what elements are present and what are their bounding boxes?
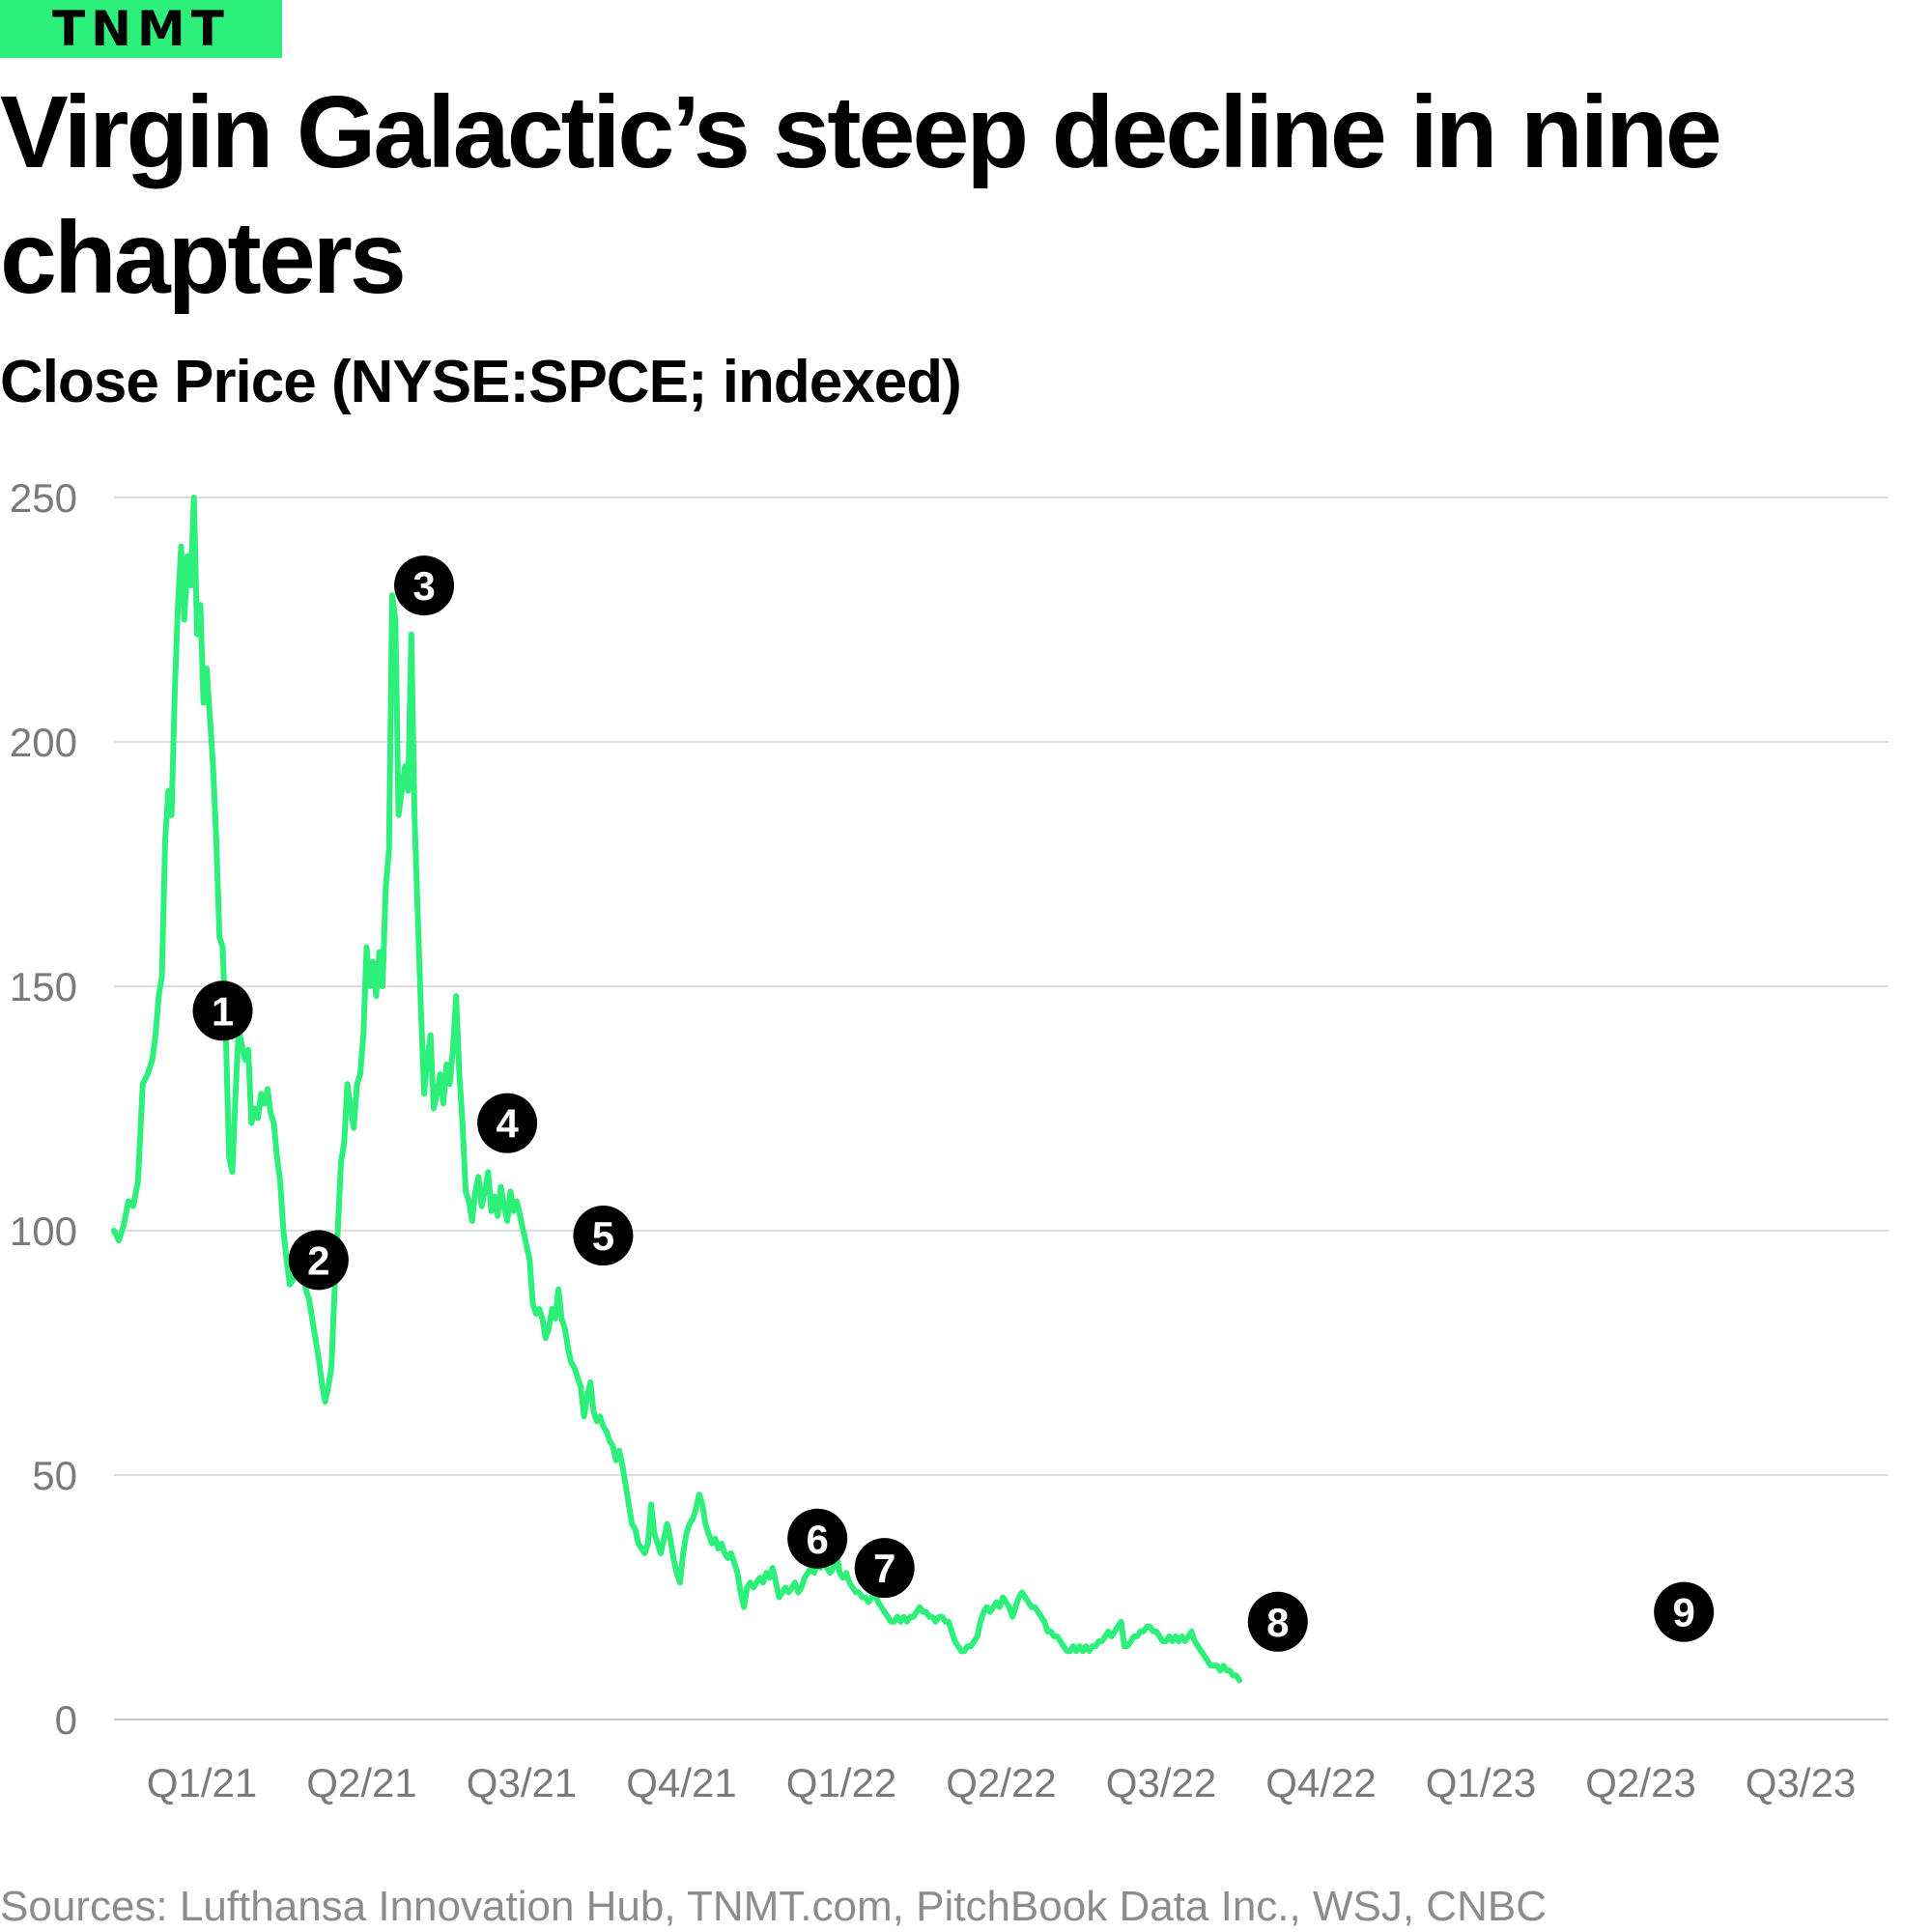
chapter-marker-3: 3 — [394, 555, 455, 616]
y-tick-label: 250 — [10, 475, 77, 521]
chapter-marker-label: 2 — [307, 1237, 329, 1283]
source-note: Sources: Lufthansa Innovation Hub, TNMT.… — [0, 1883, 1547, 1930]
chapter-marker-label: 5 — [592, 1213, 614, 1259]
x-tick-label: Q4/21 — [626, 1760, 736, 1805]
chapter-marker-circle — [192, 980, 253, 1041]
y-tick-label: 50 — [32, 1453, 77, 1498]
chapter-marker-circle — [787, 1508, 848, 1569]
chapter-marker-circle — [394, 555, 455, 616]
x-tick-label: Q2/23 — [1585, 1760, 1695, 1805]
x-tick-label: Q3/23 — [1746, 1760, 1856, 1805]
chapter-marker-4: 4 — [477, 1093, 538, 1153]
chapter-marker-2: 2 — [288, 1230, 349, 1291]
chapter-markers: 1 2 3 4 5 67 8 9 — [192, 555, 1715, 1652]
chart-subtitle: Close Price (NYSE:SPCE; indexed) — [0, 349, 962, 415]
x-tick-label: Q1/21 — [147, 1760, 257, 1805]
chapter-marker-6: 6 — [787, 1508, 848, 1569]
y-tick-label: 0 — [55, 1697, 77, 1743]
chapter-marker-7: 7 — [854, 1538, 915, 1599]
chapter-marker-circle — [288, 1230, 349, 1291]
x-tick-label: Q3/22 — [1106, 1760, 1216, 1805]
x-tick-label: Q3/21 — [467, 1760, 577, 1805]
y-tick-label: 100 — [10, 1208, 77, 1254]
y-axis-ticks: 0 50 100 150 200 250 — [10, 475, 77, 1743]
x-tick-label: Q4/22 — [1265, 1760, 1376, 1805]
x-tick-label: Q2/21 — [306, 1760, 416, 1805]
x-tick-label: Q1/23 — [1426, 1760, 1536, 1805]
chapter-marker-circle — [1247, 1591, 1308, 1652]
chapter-marker-label: 3 — [412, 563, 435, 609]
chapter-marker-label: 6 — [807, 1517, 829, 1562]
chapter-marker-label: 7 — [873, 1546, 895, 1591]
chapter-marker-5: 5 — [573, 1206, 634, 1266]
y-tick-label: 200 — [10, 720, 77, 765]
series-lines — [111, 495, 1243, 1684]
chapter-marker-label: 1 — [212, 988, 234, 1034]
chapter-marker-9: 9 — [1654, 1581, 1715, 1642]
chapter-marker-8: 8 — [1247, 1591, 1308, 1652]
chapter-marker-circle — [854, 1538, 915, 1599]
brand-logo: TNMT — [0, 0, 282, 58]
gridlines — [114, 497, 1889, 1720]
chapter-marker-circle — [573, 1206, 634, 1266]
chapter-marker-1: 1 — [192, 980, 253, 1041]
chapter-marker-label: 4 — [496, 1101, 519, 1147]
chapter-marker-circle — [477, 1093, 538, 1153]
chapter-marker-circle — [1654, 1581, 1715, 1642]
y-tick-label: 150 — [10, 964, 77, 1009]
x-tick-label: Q1/22 — [786, 1760, 896, 1805]
x-tick-label: Q2/22 — [946, 1760, 1056, 1805]
chapter-marker-label: 9 — [1672, 1590, 1694, 1635]
chart-title: Virgin Galactic’s steep decline in nine … — [0, 75, 1722, 315]
chapter-marker-label: 8 — [1266, 1600, 1289, 1645]
series-line-0 — [111, 495, 1243, 1684]
x-axis-ticks: Q1/21 Q2/21 Q3/21 Q4/21 Q1/22 Q2/22 Q3/22 Q4/22… — [147, 1760, 1856, 1805]
brand-logo-text: TNMT — [52, 1, 230, 57]
